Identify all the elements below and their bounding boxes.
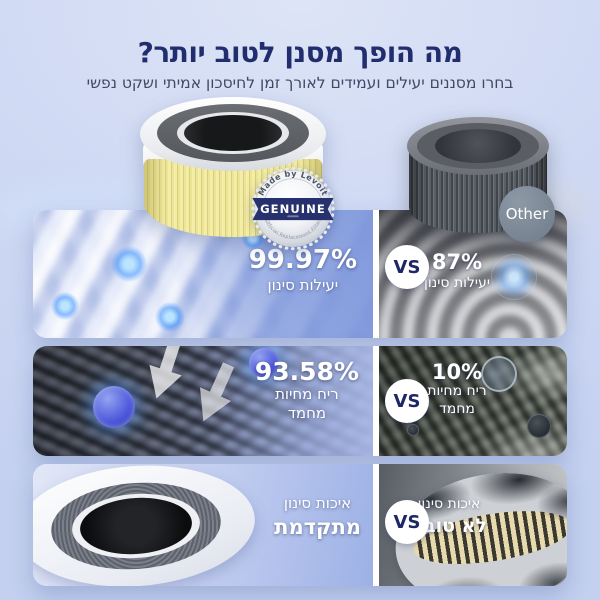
stat-value: 10% (431, 360, 483, 384)
down-arrow-icon (140, 346, 191, 404)
stat-value: מתקדמת (274, 514, 361, 539)
stat-label: מחמד (439, 400, 475, 417)
levoit-quality-stat: איכות סינון מתקדמת (274, 494, 361, 538)
other-panel: 10% ריח מחיות מחמד (379, 346, 567, 456)
odor-molecule (407, 424, 419, 436)
badge-ribbon-text: GENUINE (260, 202, 326, 216)
glow-particle (111, 246, 147, 282)
page-title: מה הופך מסנן לטוב יותר? (137, 35, 463, 69)
other-odor-stat: 10% ריח מחיות מחמד (399, 361, 515, 418)
odor-molecule (93, 386, 135, 428)
levoit-efficiency-stat: 99.97% יעילות סינון (248, 245, 357, 295)
stat-label: יעילות סינון (424, 275, 490, 292)
vs-badge: VS (385, 379, 429, 423)
levoit-odor-stat: 93.58% ריח מחיות מחמד (254, 357, 359, 423)
other-badge: Other (499, 186, 555, 242)
stat-value: 99.97% (248, 245, 357, 275)
stat-label: איכות סינון (417, 496, 481, 512)
stat-label: יעילות סינון (267, 276, 339, 295)
comparison-row-quality: איכות סינון מתקדמת איכות סינון לא טובה V… (33, 464, 567, 586)
stat-value: לא טובה (410, 514, 487, 537)
glow-particle (155, 302, 185, 332)
odor-molecule (527, 414, 551, 438)
comparison-row-pet-odor: 93.58% ריח מחיות מחמד 10% ריח מחיות מחמד… (33, 346, 567, 456)
stat-label: איכות סינון (283, 494, 352, 512)
clean-filter-top-view (33, 464, 259, 586)
glow-particle (51, 292, 79, 320)
vs-badge: VS (385, 500, 429, 544)
badge-scallop-edge (251, 167, 335, 251)
down-arrow-icon (188, 358, 244, 428)
filter-core-hole (184, 115, 282, 151)
filter-core-hole (435, 129, 521, 163)
odor-molecule (481, 356, 517, 392)
stat-label: מחמד (287, 404, 327, 422)
page-subtitle: בחרו מסננים יעילים ועמידים לאורך זמן לחי… (86, 73, 514, 92)
vs-label: VS (393, 511, 421, 533)
vs-label: VS (393, 390, 421, 412)
levoit-panel: 93.58% ריח מחיות מחמד (33, 346, 373, 456)
badge-wordmark (287, 215, 299, 218)
trapped-particle (491, 254, 537, 300)
stat-value: 87% (431, 250, 483, 274)
genuine-badge: Made by Levoit Official Replacement Filt… (251, 167, 335, 251)
levoit-panel: איכות סינון מתקדמת (33, 464, 373, 586)
other-quality-stat: איכות סינון לא טובה (393, 496, 505, 536)
odor-molecule (249, 348, 279, 378)
stat-label: ריח מחיות (427, 383, 487, 400)
other-badge-label: Other (505, 205, 549, 223)
vs-badge: VS (385, 245, 429, 289)
stat-value: 93.58% (254, 357, 359, 386)
vs-label: VS (393, 256, 421, 278)
other-efficiency-stat: 87% יעילות סינון (399, 251, 515, 293)
stat-label: ריח מחיות (275, 385, 339, 404)
badge-ribbon (252, 197, 334, 221)
